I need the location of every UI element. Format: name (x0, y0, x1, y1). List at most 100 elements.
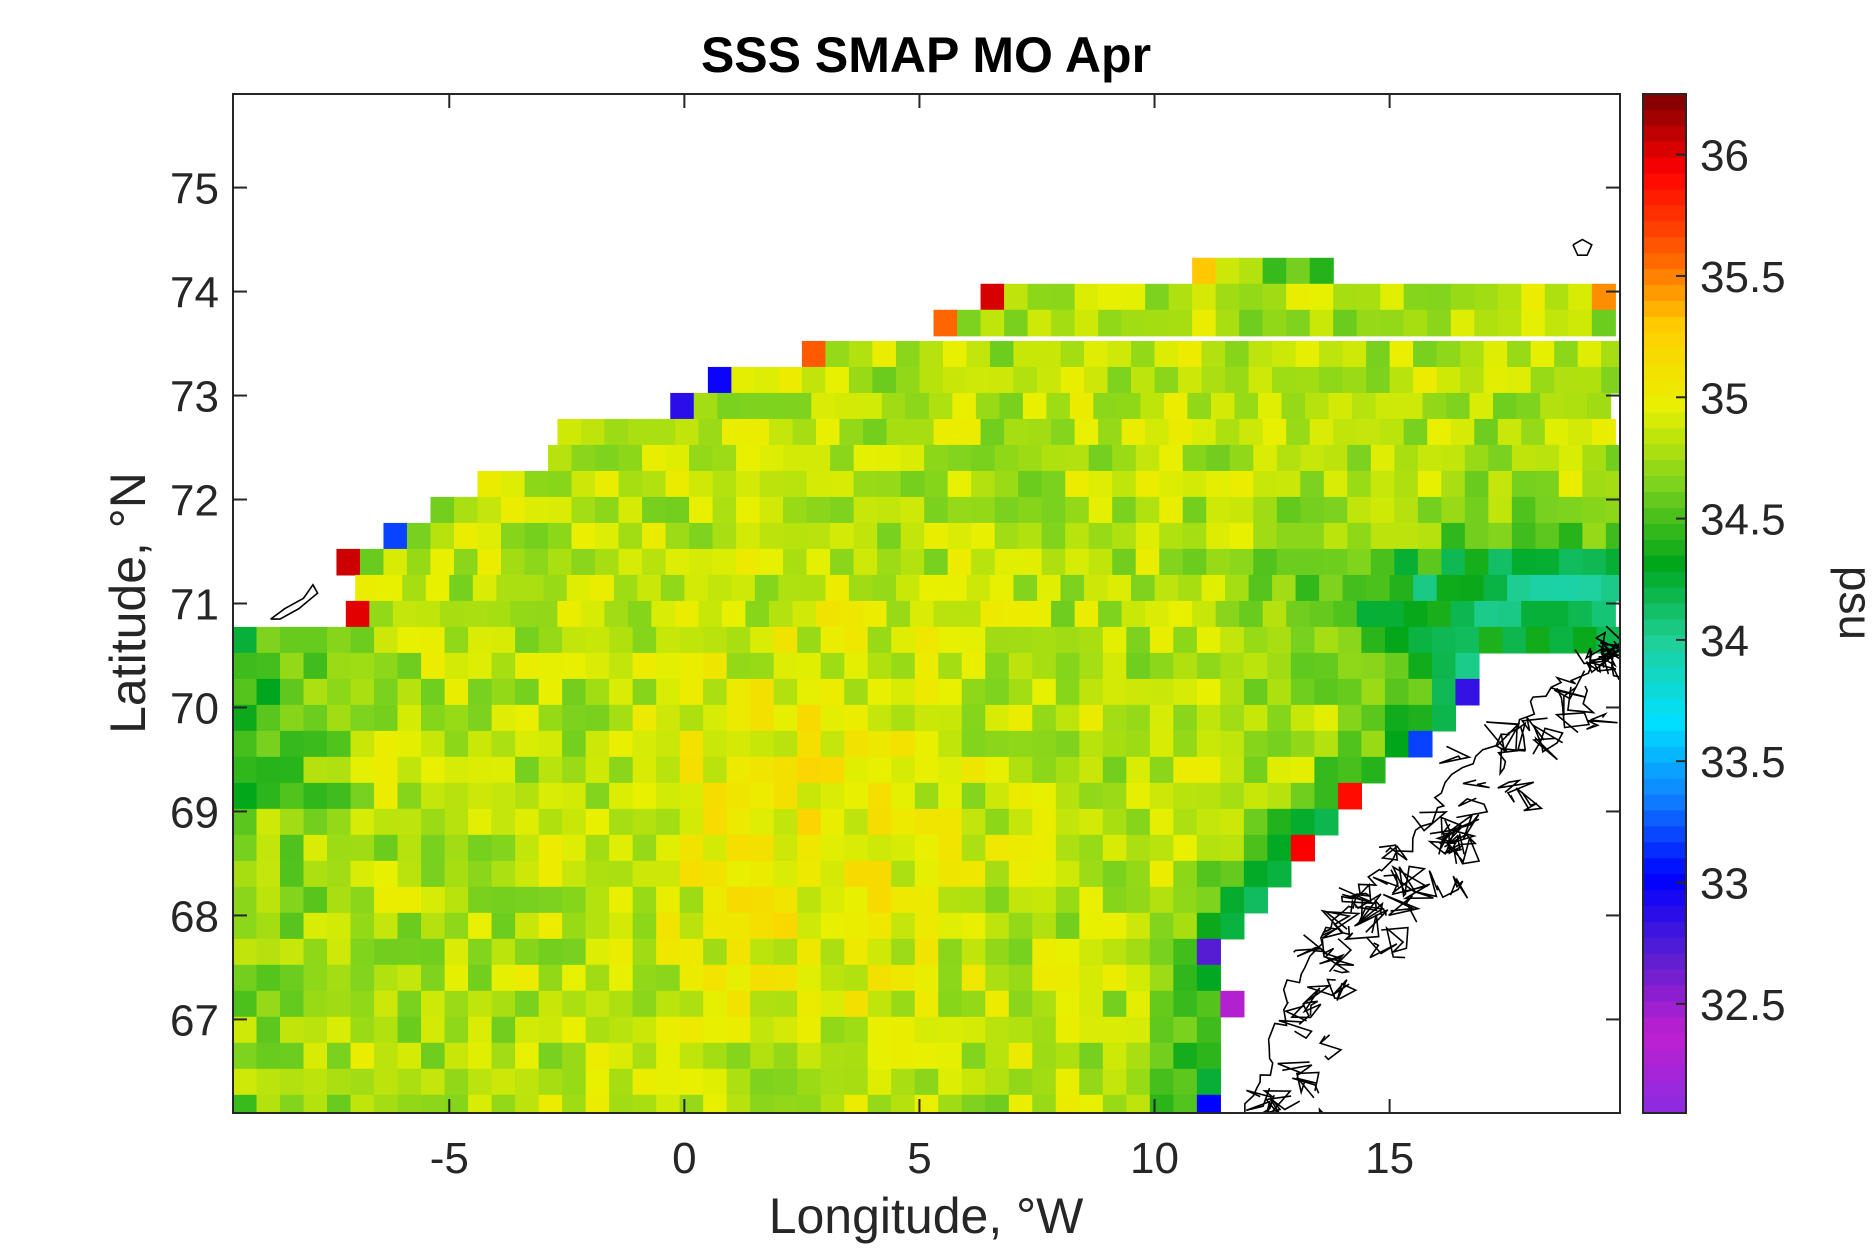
heatmap-cell (1295, 340, 1320, 368)
heatmap-cell (867, 626, 892, 654)
heatmap-cell (750, 808, 775, 836)
heatmap-cell (750, 652, 775, 680)
colorbar-frame (1642, 93, 1687, 1114)
heatmap-cell (609, 652, 634, 680)
heatmap-cell (1182, 496, 1207, 524)
heatmap-cell (1413, 574, 1438, 602)
heatmap-cell (679, 912, 704, 940)
coastline-segment (1277, 1061, 1313, 1077)
heatmap-cell (1126, 626, 1151, 654)
heatmap-cell (797, 834, 822, 862)
heatmap-cell (233, 860, 258, 888)
heatmap-cell (585, 808, 610, 836)
heatmap-cell (665, 496, 690, 524)
heatmap-cell (1008, 808, 1033, 836)
heatmap-cell (952, 392, 977, 420)
heatmap-cell (562, 886, 587, 914)
heatmap-cell (256, 652, 281, 680)
heatmap-cell (924, 548, 949, 576)
heatmap-cell (609, 990, 634, 1018)
heatmap-cell (632, 704, 657, 732)
colorbar-swatch (1643, 969, 1686, 987)
coastline-segment (1500, 721, 1527, 753)
heatmap-cell (1126, 1042, 1151, 1070)
heatmap-cell (1587, 392, 1612, 420)
heatmap-cell (1544, 418, 1569, 446)
heatmap-cell (985, 652, 1010, 680)
colorbar-swatch (1643, 348, 1686, 366)
heatmap-cell (938, 1094, 963, 1113)
heatmap-cell (590, 574, 615, 602)
heatmap-cell (1107, 574, 1132, 602)
heatmap-cell (895, 340, 921, 368)
heatmap-cell (327, 964, 352, 992)
heatmap-cell (656, 756, 681, 784)
heatmap-cell (350, 964, 375, 992)
colorbar-swatch (1643, 237, 1686, 255)
heatmap-cell (1319, 340, 1344, 368)
heatmap-cell (1290, 626, 1315, 654)
heatmap-cell (491, 704, 516, 732)
heatmap-cell (303, 1068, 328, 1096)
heatmap-cell (1356, 283, 1381, 311)
heatmap-cell (1314, 782, 1339, 810)
heatmap-cell (858, 392, 883, 420)
heatmap-cell (453, 496, 479, 524)
heatmap-cell (797, 1068, 822, 1096)
heatmap-cell (632, 626, 657, 654)
heatmap-cell (853, 444, 878, 472)
chart-title: SSS SMAP MO Apr (701, 27, 1151, 83)
heatmap-cell (905, 392, 930, 420)
heatmap-cell (515, 886, 540, 914)
heatmap-cell (844, 938, 869, 966)
heatmap-cell (703, 808, 728, 836)
heatmap-cell (1521, 309, 1546, 337)
heatmap-cell (820, 756, 845, 784)
heatmap-cell (632, 912, 657, 940)
heatmap-cell (1196, 678, 1221, 706)
heatmap-cell (327, 886, 352, 914)
heatmap-cell (830, 444, 855, 472)
heatmap-cell (303, 678, 328, 706)
heatmap-cell (1431, 626, 1457, 654)
heatmap-cell (914, 1094, 939, 1113)
heatmap-cell (994, 522, 1019, 550)
heatmap-cell (961, 626, 986, 654)
heatmap-cell (421, 1016, 446, 1044)
heatmap-cell (430, 496, 455, 524)
heatmap-cell (1098, 309, 1123, 337)
coastline-segment (1610, 664, 1620, 681)
heatmap-cell (397, 1042, 422, 1070)
heatmap-cell (1337, 626, 1363, 654)
heatmap-cell (656, 678, 681, 706)
heatmap-cell (867, 912, 892, 940)
heatmap-cell (350, 912, 375, 940)
heatmap-cell (1229, 522, 1254, 550)
heatmap-cell (985, 808, 1010, 836)
heatmap-cell (406, 548, 432, 576)
heatmap-cell (656, 808, 681, 836)
heatmap-cell (1272, 366, 1297, 394)
heatmap-cell (703, 860, 728, 888)
heatmap-cell (1041, 548, 1066, 576)
heatmap-cell (1192, 257, 1217, 285)
heatmap-cell (444, 990, 469, 1018)
heatmap-cell (374, 730, 399, 758)
heatmap-cell (1079, 1016, 1104, 1044)
heatmap-cell (421, 834, 446, 862)
heatmap-cell (985, 1016, 1010, 1044)
heatmap-cell (421, 782, 446, 810)
heatmap-cell (374, 990, 399, 1018)
heatmap-cell (848, 340, 874, 368)
heatmap-cell (1027, 283, 1052, 311)
heatmap-cell (444, 626, 469, 654)
heatmap-cell (1337, 704, 1363, 732)
heatmap-cell (1149, 938, 1174, 966)
heatmap-cell (1511, 470, 1536, 498)
heatmap-cell (1032, 678, 1057, 706)
heatmap-cell (1582, 444, 1607, 472)
heatmap-cell (656, 1094, 681, 1113)
heatmap-cell (1605, 522, 1620, 550)
heatmap-cell (1530, 340, 1555, 368)
heatmap-cell (1041, 470, 1066, 498)
